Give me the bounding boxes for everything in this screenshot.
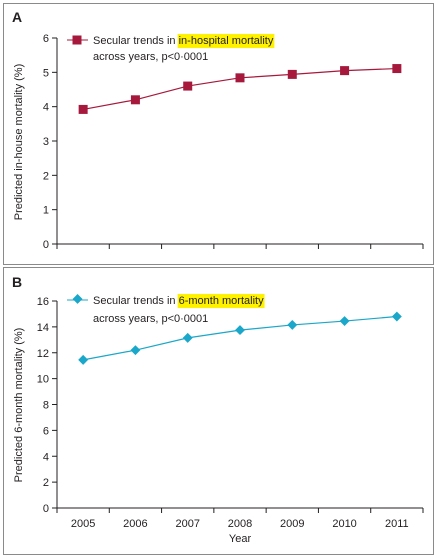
panel-b-axes: 0 2 4 6 8 10 12 14 16 2005 2006 2007 2008 2009 2010 201… bbox=[37, 296, 424, 530]
panel-a-y-tick-label: 3 bbox=[43, 136, 49, 148]
panel-a-legend-marker bbox=[72, 35, 82, 45]
panel-b-legend-line1: Secular trends in 6-month mortality bbox=[93, 295, 264, 307]
panel-b-marks bbox=[78, 311, 402, 365]
panel-b-x-tick-label: 2008 bbox=[228, 518, 252, 530]
panel-b-y-tick-label: 12 bbox=[37, 348, 49, 360]
panel-b-y-tick-label: 6 bbox=[43, 425, 49, 437]
panel-b-y-axis-label: Predicted 6-month mortality (%) bbox=[13, 328, 25, 483]
panel-a-data-point bbox=[130, 95, 140, 105]
panel-b-data-point bbox=[130, 345, 141, 356]
panel-b-y-tick-label: 16 bbox=[37, 296, 49, 308]
panel-b-legend: Secular trends in 6-month mortality acro… bbox=[67, 293, 265, 325]
panel-b-x-tick-label: 2007 bbox=[175, 518, 199, 530]
panel-a-data-point bbox=[183, 81, 193, 91]
panel-a-y-tick-label: 4 bbox=[43, 102, 49, 114]
panel-b-frame bbox=[3, 267, 434, 555]
panel-a-y-tick-label: 6 bbox=[43, 33, 49, 45]
panel-a-legend-highlight-bg bbox=[177, 34, 275, 48]
panel-b-data-point bbox=[78, 354, 89, 365]
panel-b-y-tick-label: 4 bbox=[43, 451, 49, 463]
panel-b-y-tick-label: 2 bbox=[43, 477, 49, 489]
panel-a-label: A bbox=[12, 9, 22, 25]
panel-b-x-axis-label: Year bbox=[229, 533, 252, 545]
panel-a-data-point bbox=[78, 104, 88, 114]
panel-b: B Predicted 6-month mortality (%) 0 2 4 6 8 1… bbox=[3, 267, 434, 555]
panel-a-y-axis-label: Predicted in-house mortality (%) bbox=[13, 64, 25, 221]
panel-a-legend: Secular trends in in-hospital mortality … bbox=[67, 34, 275, 63]
panel-b-x-tick-label: 2011 bbox=[385, 518, 409, 530]
panel-b-legend-highlight-bg bbox=[177, 294, 265, 308]
panel-b-data-point bbox=[182, 332, 193, 343]
panel-a-legend-line1: Secular trends in in-hospital mortality bbox=[93, 35, 274, 47]
panel-b-y-tick-label: 10 bbox=[37, 374, 49, 386]
panel-b-data-point bbox=[287, 319, 298, 330]
panel-a-y-tick-label: 1 bbox=[43, 205, 49, 217]
panel-b-x-tick-label: 2010 bbox=[332, 518, 356, 530]
panel-a-y-tick-label: 2 bbox=[43, 170, 49, 182]
panel-b-data-point bbox=[391, 311, 402, 322]
panel-a-marks bbox=[78, 64, 402, 114]
panel-b-x-tick-label: 2005 bbox=[71, 518, 95, 530]
panel-b-y-tick-label: 8 bbox=[43, 400, 49, 412]
panel-b-y-tick-label: 14 bbox=[37, 322, 49, 334]
panel-a-data-point bbox=[287, 69, 297, 79]
panel-a-data-point bbox=[340, 66, 350, 76]
panel-a-frame bbox=[3, 3, 434, 265]
panel-a-axes: 0 1 2 3 4 5 6 bbox=[43, 33, 424, 251]
panel-b-data-point bbox=[339, 316, 350, 327]
panel-a-legend-line2: across years, p<0·0001 bbox=[93, 51, 208, 63]
panel-a-y-tick-label: 5 bbox=[43, 67, 49, 79]
panel-a-y-tick-label: 0 bbox=[43, 239, 49, 251]
panel-b-label: B bbox=[12, 274, 22, 290]
panel-a-data-point bbox=[235, 73, 245, 83]
panel-b-x-tick-label: 2006 bbox=[123, 518, 147, 530]
panel-b-legend-highlight: 6-month mortality bbox=[179, 295, 264, 307]
panel-b-data-point bbox=[235, 325, 245, 336]
panel-b-legend-prefix: Secular trends in bbox=[93, 295, 179, 307]
panel-a-legend-highlight: in-hospital mortality bbox=[179, 35, 274, 47]
panel-b-legend-line2: across years, p<0·0001 bbox=[93, 313, 208, 325]
panel-a-legend-prefix: Secular trends in bbox=[93, 35, 179, 47]
panel-a: A Predicted in-house mortality (%) 0 1 2 3 4… bbox=[3, 3, 434, 265]
panel-b-legend-marker bbox=[72, 293, 83, 304]
panel-a-data-point bbox=[392, 64, 402, 74]
panel-b-y-tick-label: 0 bbox=[43, 503, 49, 515]
panel-b-x-tick-label: 2009 bbox=[280, 518, 304, 530]
